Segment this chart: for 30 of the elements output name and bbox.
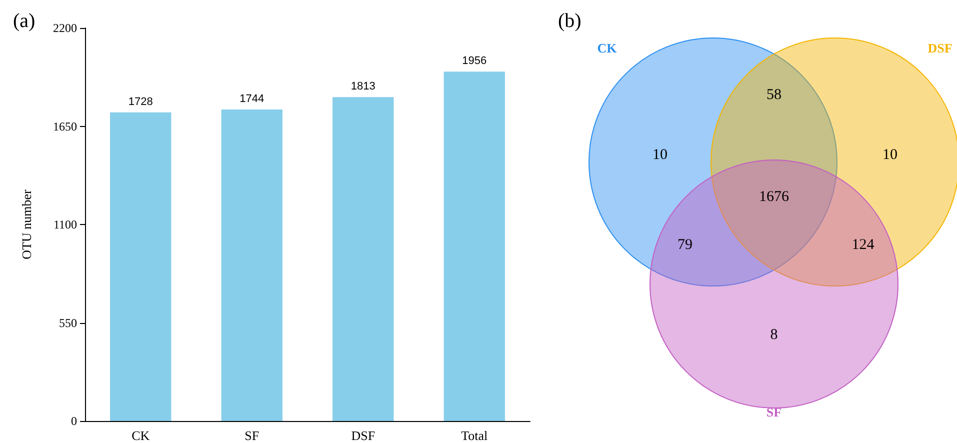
chart-title: (a) <box>13 10 36 32</box>
bar <box>110 112 172 421</box>
y-tick-label: 550 <box>59 316 77 330</box>
data-label: 1744 <box>240 92 264 105</box>
text: 10 <box>882 147 898 163</box>
text: 10 <box>652 147 668 163</box>
y-tick-label: 1100 <box>53 218 77 232</box>
text: 58 <box>766 87 782 103</box>
data-label: 1813 <box>350 80 376 93</box>
data-label: 1956 <box>462 55 487 68</box>
x-tick-label: Total <box>461 428 488 443</box>
y-tick-label: 1650 <box>53 119 77 134</box>
x-tick-label: CK <box>132 428 150 443</box>
bar <box>221 109 282 421</box>
data-label: 1728 <box>128 96 153 108</box>
text: 124 <box>852 237 875 253</box>
y-tick-label: 2200 <box>53 21 77 35</box>
bar <box>332 97 394 421</box>
category-label: DSF <box>928 40 952 56</box>
text: (b) <box>558 10 582 32</box>
bar <box>444 72 505 421</box>
y-axis-title: OTU number <box>19 188 34 260</box>
x-tick-label: SF <box>244 428 260 443</box>
x-tick-label: DSF <box>351 428 376 443</box>
text: 8 <box>770 327 778 343</box>
text: 79 <box>678 237 692 253</box>
category-label: SF <box>766 404 782 420</box>
text: 1676 <box>759 189 790 205</box>
y-tick-label: 0 <box>71 414 77 428</box>
category-label: CK <box>597 40 618 56</box>
